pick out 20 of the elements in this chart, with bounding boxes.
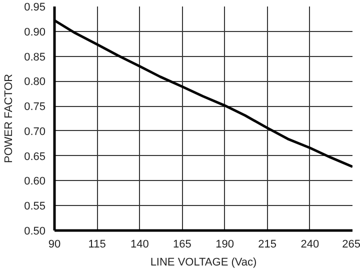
x-tick-label: 240 (300, 238, 320, 250)
y-tick-label: 0.85 (24, 51, 46, 64)
x-tick-label: 140 (130, 238, 149, 250)
y-tick-label: 0.90 (24, 26, 46, 38)
y-tick-label: 0.80 (24, 76, 46, 88)
y-axis-title: POWER FACTOR (3, 74, 16, 164)
y-tick-label: 0.75 (24, 101, 46, 114)
y-tick-label: 0.95 (24, 2, 46, 14)
x-tick-label: 265 (342, 238, 360, 250)
x-tick-label: 190 (216, 238, 234, 250)
y-tick-label: 0.50 (24, 226, 46, 238)
x-axis-title: LINE VOLTAGE (Vac) (150, 256, 257, 268)
y-tick-label: 0.65 (24, 150, 46, 163)
x-tick-label: 115 (88, 238, 106, 250)
y-tick-label: 0.60 (24, 176, 46, 188)
x-tick-label: 90 (48, 238, 61, 250)
x-tick-label: 165 (173, 238, 192, 250)
y-tick-label: 0.55 (24, 200, 46, 213)
y-tick-label: 0.70 (24, 126, 46, 138)
x-tick-label: 215 (258, 238, 277, 250)
